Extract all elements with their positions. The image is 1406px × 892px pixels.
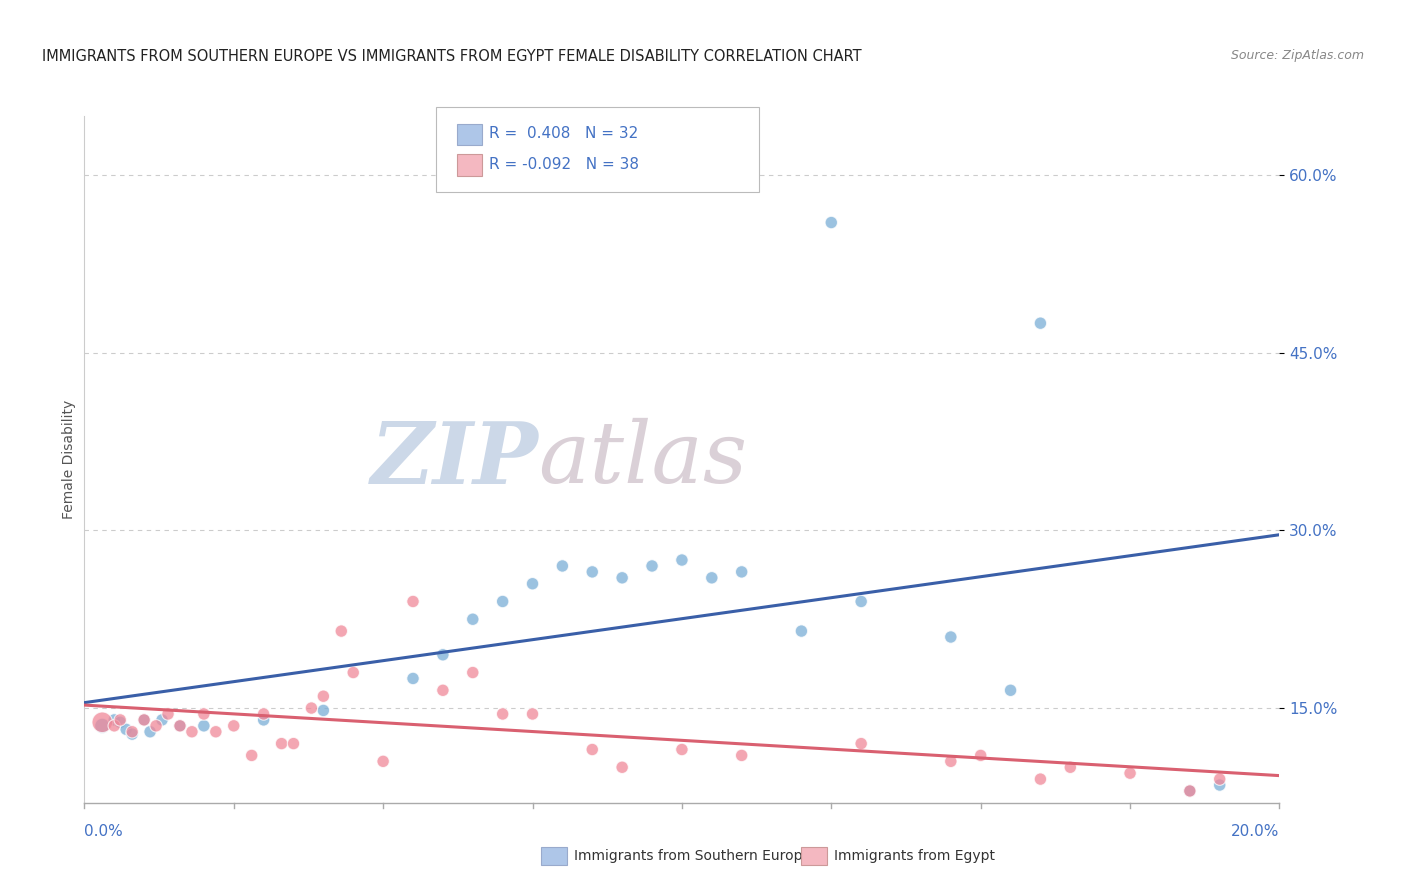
Point [612, 760, 634, 774]
Text: ZIP: ZIP [371, 417, 538, 501]
Y-axis label: Female Disability: Female Disability [62, 400, 76, 519]
Point [205, 724, 228, 739]
Point [851, 737, 873, 751]
Point [1029, 772, 1052, 786]
Point [581, 742, 603, 756]
Point [312, 690, 335, 704]
Point [270, 737, 292, 751]
Point [402, 672, 425, 686]
Point [522, 706, 544, 721]
Point [312, 703, 335, 717]
Point [115, 723, 138, 737]
Point [253, 706, 276, 721]
Point [132, 713, 156, 727]
Point [103, 719, 125, 733]
Point [641, 558, 664, 573]
Point [222, 719, 245, 733]
Point [91, 715, 114, 730]
Point [402, 594, 425, 608]
Point [373, 755, 395, 769]
Point [551, 558, 574, 573]
Point [939, 630, 962, 644]
Text: atlas: atlas [538, 418, 748, 500]
Point [1209, 778, 1232, 792]
Text: Source: ZipAtlas.com: Source: ZipAtlas.com [1230, 49, 1364, 62]
Point [240, 748, 263, 763]
Point [731, 748, 754, 763]
Point [193, 706, 215, 721]
Point [939, 755, 962, 769]
Point [671, 742, 693, 756]
Point [1209, 772, 1232, 786]
Point [110, 713, 132, 727]
Text: Immigrants from Southern Europe: Immigrants from Southern Europe [574, 849, 811, 863]
Point [1119, 766, 1142, 780]
Point [342, 665, 364, 680]
Point [1059, 760, 1081, 774]
Point [193, 719, 215, 733]
Point [700, 571, 723, 585]
Point [181, 724, 204, 739]
Point [1029, 316, 1052, 330]
Point [169, 719, 191, 733]
Point [121, 727, 143, 741]
Point [432, 683, 454, 698]
Point [330, 624, 353, 639]
Point [432, 648, 454, 662]
Point [121, 724, 143, 739]
Text: 0.0%: 0.0% [84, 824, 124, 839]
Point [1178, 784, 1201, 798]
Point [492, 706, 515, 721]
Point [169, 719, 191, 733]
Point [581, 565, 603, 579]
Point [851, 594, 873, 608]
Point [103, 713, 125, 727]
Point [157, 706, 180, 721]
Point [91, 719, 114, 733]
Point [110, 715, 132, 730]
Point [139, 724, 162, 739]
Point [1000, 683, 1022, 698]
Point [301, 701, 323, 715]
Point [461, 665, 484, 680]
Point [1178, 784, 1201, 798]
Text: R = -0.092   N = 38: R = -0.092 N = 38 [489, 157, 640, 171]
Text: IMMIGRANTS FROM SOUTHERN EUROPE VS IMMIGRANTS FROM EGYPT FEMALE DISABILITY CORRE: IMMIGRANTS FROM SOUTHERN EUROPE VS IMMIG… [42, 49, 862, 64]
Point [671, 553, 693, 567]
Point [461, 612, 484, 626]
Point [150, 713, 173, 727]
Point [731, 565, 754, 579]
Point [132, 713, 156, 727]
Point [612, 571, 634, 585]
Text: 20.0%: 20.0% [1232, 824, 1279, 839]
Point [253, 713, 276, 727]
Text: R =  0.408   N = 32: R = 0.408 N = 32 [489, 127, 638, 141]
Point [522, 576, 544, 591]
Point [283, 737, 305, 751]
Point [492, 594, 515, 608]
Text: Immigrants from Egypt: Immigrants from Egypt [834, 849, 995, 863]
Point [970, 748, 993, 763]
Point [145, 719, 167, 733]
Point [790, 624, 813, 639]
Point [820, 215, 842, 229]
